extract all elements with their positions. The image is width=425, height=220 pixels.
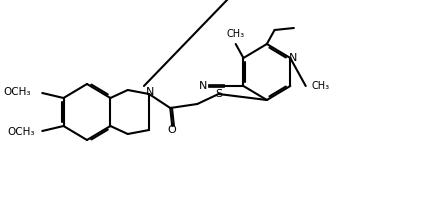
Text: CH₃: CH₃ bbox=[312, 81, 330, 91]
Text: O: O bbox=[168, 125, 176, 135]
Text: CH₃: CH₃ bbox=[227, 29, 245, 39]
Text: OCH₃: OCH₃ bbox=[3, 87, 31, 97]
Text: OCH₃: OCH₃ bbox=[7, 127, 34, 137]
Text: N: N bbox=[289, 53, 297, 63]
Text: N: N bbox=[146, 87, 154, 97]
Text: N: N bbox=[198, 81, 207, 91]
Text: S: S bbox=[215, 89, 222, 99]
